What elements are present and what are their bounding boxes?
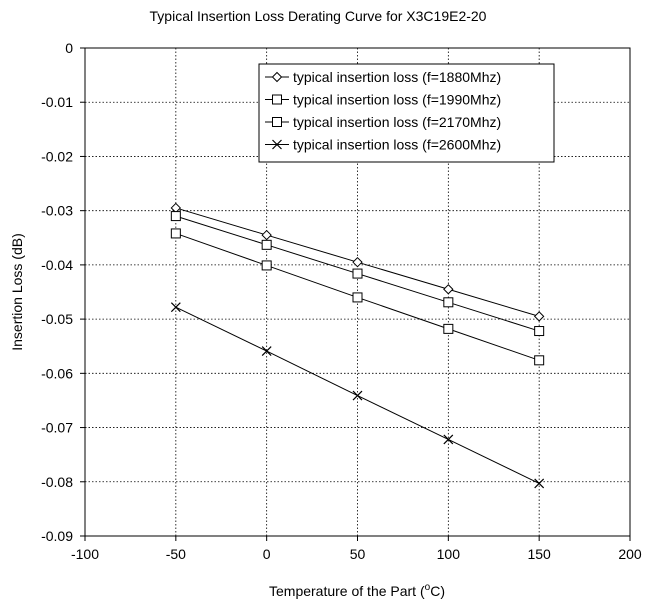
legend-marker-x	[272, 139, 282, 150]
y-tick-label: -0.07	[41, 420, 73, 436]
data-point-square	[170, 211, 181, 222]
series-group	[170, 202, 545, 489]
data-point-diamond	[533, 311, 545, 322]
x-tick-label: 0	[263, 546, 271, 562]
y-tick-label: -0.05	[41, 311, 73, 327]
legend-label: typical insertion loss (f=1990Mhz)	[293, 92, 501, 108]
y-tick-label: 0	[65, 40, 73, 56]
legend-marker-square	[272, 94, 282, 105]
data-point-diamond	[443, 284, 454, 295]
data-point-square	[352, 268, 363, 279]
data-point-square	[352, 292, 363, 303]
legend-entry: typical insertion loss (f=1880Mhz)	[265, 69, 501, 85]
legend-entry: typical insertion loss (f=2170Mhz)	[265, 114, 501, 130]
y-tick-label: -0.03	[41, 203, 73, 219]
y-tick-label: -0.02	[41, 148, 73, 164]
legend-label: typical insertion loss (f=2600Mhz)	[293, 137, 501, 153]
series-4	[170, 302, 545, 489]
data-point-x	[443, 434, 454, 445]
data-point-square	[534, 355, 545, 366]
y-tick-label: -0.04	[41, 257, 73, 273]
x-axis-ticks: -100 -50 0 50 100 150 200	[71, 536, 642, 562]
chart-title: Typical Insertion Loss Derating Curve fo…	[150, 8, 487, 24]
legend: typical insertion loss (f=1880Mhz) typica…	[258, 63, 555, 163]
legend-entry: typical insertion loss (f=2600Mhz)	[265, 137, 501, 153]
y-tick-label: -0.06	[41, 365, 73, 381]
data-point-diamond	[352, 256, 363, 268]
data-point-square	[443, 323, 454, 334]
x-tick-label: 200	[618, 546, 642, 562]
y-tick-label: -0.09	[41, 528, 73, 544]
data-point-square	[534, 326, 545, 337]
data-point-square	[261, 260, 272, 271]
series-1	[170, 202, 545, 322]
x-tick-label: 150	[527, 546, 551, 562]
data-point-square	[261, 239, 272, 250]
x-tick-label: -50	[166, 546, 186, 562]
data-point-square	[170, 228, 181, 239]
legend-box	[258, 63, 555, 163]
y-axis-ticks: 0 -0.01 -0.02 -0.03 -0.04 -0.05 -0.06 -0.07 -0.0…	[41, 40, 85, 544]
data-point-diamond	[261, 229, 272, 241]
x-axis-label: Temperature of the Part (oC)	[269, 582, 445, 599]
series-3	[170, 228, 545, 366]
y-axis-label: Insertion Loss (dB)	[9, 233, 25, 351]
data-point-x	[534, 478, 545, 489]
x-tick-label: -100	[71, 546, 99, 562]
data-point-x	[261, 346, 272, 357]
legend-marker-square	[272, 117, 282, 127]
x-tick-label: 100	[437, 546, 461, 562]
legend-label: typical insertion loss (f=2170Mhz)	[293, 114, 501, 130]
legend-marker-diamond	[271, 71, 283, 83]
data-point-square	[443, 297, 454, 308]
x-tick-label: 50	[350, 546, 366, 562]
y-tick-label: -0.01	[41, 94, 73, 110]
legend-entry: typical insertion loss (f=1990Mhz)	[265, 92, 501, 108]
data-point-x	[170, 302, 181, 313]
y-tick-label: -0.08	[41, 474, 73, 490]
data-point-x	[352, 390, 363, 401]
legend-label: typical insertion loss (f=1880Mhz)	[293, 69, 501, 85]
series-2	[170, 211, 545, 337]
